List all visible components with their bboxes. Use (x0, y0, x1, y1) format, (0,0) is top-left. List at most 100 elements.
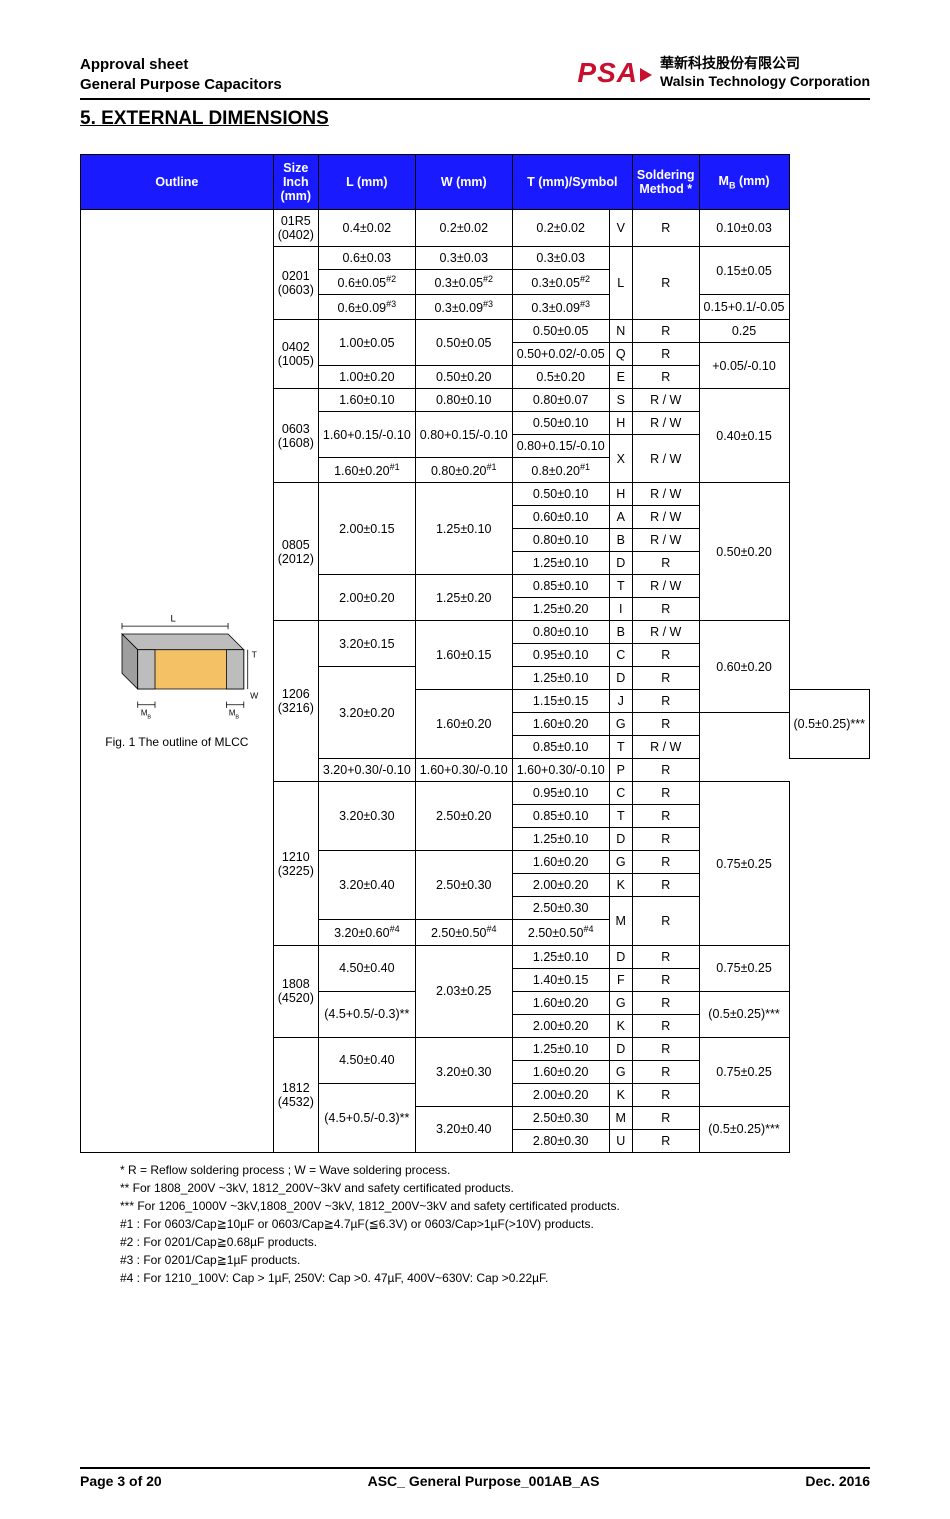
size-cell: 1812 (4532) (273, 1037, 318, 1152)
mb-cell: 0.40±0.15 (699, 389, 789, 483)
svg-text:MB: MB (141, 709, 152, 721)
l-cell: 0.6±0.09#3 (318, 295, 415, 320)
svg-text:L: L (170, 613, 175, 624)
sold-cell: R / W (632, 529, 699, 552)
sold-cell: R (632, 1106, 699, 1129)
t-cell: 0.5±0.20 (512, 366, 609, 389)
symbol-cell: T (609, 805, 632, 828)
l-cell: 0.6±0.03 (318, 247, 415, 270)
t-cell: 0.80+0.15/-0.10 (512, 435, 609, 458)
t-cell: 0.50+0.02/-0.05 (512, 343, 609, 366)
sold-cell: R (632, 320, 699, 343)
w-cell: 2.50±0.20 (415, 782, 512, 851)
table-head: Outline Size Inch (mm) L (mm) W (mm) T (… (81, 155, 870, 210)
t-cell: 0.80±0.07 (512, 389, 609, 412)
t-cell: 1.25±0.10 (512, 552, 609, 575)
t-cell: 1.60±0.20 (512, 991, 609, 1014)
w-cell: 2.50±0.30 (415, 851, 512, 920)
size-cell: 1206 (3216) (273, 621, 318, 782)
l-cell: 1.00±0.05 (318, 320, 415, 366)
corp-en: Walsin Technology Corporation (660, 73, 870, 91)
t-cell: 0.2±0.02 (512, 210, 609, 247)
symbol-cell: G (609, 851, 632, 874)
w-cell: 0.80±0.10 (415, 389, 512, 412)
t-cell: 2.50±0.30 (512, 897, 609, 920)
symbol-cell: P (609, 759, 632, 782)
size-cell: 0603 (1608) (273, 389, 318, 483)
sold-cell: R (632, 851, 699, 874)
w-cell: 3.20±0.30 (415, 1037, 512, 1106)
sold-cell: R (632, 782, 699, 805)
symbol-cell: Q (609, 343, 632, 366)
table-row: L T W MB MB Fig. 1 The outline of MLCC01… (81, 210, 870, 247)
l-cell: 0.4±0.02 (318, 210, 415, 247)
logo-arrow-icon (640, 68, 652, 82)
mb-cell: 0.75±0.25 (699, 945, 789, 991)
mb-cell: 0.15+0.1/-0.05 (699, 295, 789, 320)
sold-cell: R (632, 210, 699, 247)
svg-text:MB: MB (229, 709, 240, 721)
sold-cell: R (632, 644, 699, 667)
sold-cell: R (632, 598, 699, 621)
symbol-cell: H (609, 483, 632, 506)
mb-cell: 0.25 (699, 320, 789, 343)
sold-cell: R (632, 1014, 699, 1037)
footer-title: ASC_ General Purpose_001AB_AS (368, 1473, 600, 1489)
mb-cell: 0.60±0.20 (699, 621, 789, 713)
w-cell: 0.3±0.05#2 (415, 270, 512, 295)
t-cell: 2.00±0.20 (512, 1083, 609, 1106)
sold-cell: R (632, 247, 699, 320)
logo: PSA (577, 57, 652, 89)
symbol-cell: U (609, 1129, 632, 1152)
mb-cell: (0.5±0.25)*** (789, 690, 869, 759)
symbol-cell: D (609, 945, 632, 968)
symbol-cell: M (609, 897, 632, 945)
l-cell: 3.20±0.30 (318, 782, 415, 851)
mb-cell: 0.15±0.05 (699, 247, 789, 295)
t-cell: 2.80±0.30 (512, 1129, 609, 1152)
col-sold: Soldering Method * (632, 155, 699, 210)
mb-cell: +0.05/-0.10 (699, 343, 789, 389)
t-cell: 0.8±0.20#1 (512, 458, 609, 483)
sold-cell: R / W (632, 412, 699, 435)
l-cell: 3.20±0.15 (318, 621, 415, 667)
col-size: Size Inch (mm) (273, 155, 318, 210)
t-cell: 1.60±0.20 (512, 713, 609, 736)
sold-cell: R / W (632, 621, 699, 644)
l-cell: 4.50±0.40 (318, 1037, 415, 1083)
t-cell: 0.85±0.10 (512, 805, 609, 828)
t-cell: 0.50±0.05 (512, 320, 609, 343)
t-cell: 0.95±0.10 (512, 644, 609, 667)
t-cell: 1.25±0.20 (512, 598, 609, 621)
header: Approval sheet General Purpose Capacitor… (80, 55, 870, 100)
t-cell: 0.85±0.10 (512, 736, 609, 759)
symbol-cell: T (609, 575, 632, 598)
mb-cell: (0.5±0.25)*** (699, 1106, 789, 1152)
t-cell: 2.00±0.20 (512, 1014, 609, 1037)
w-cell: 3.20±0.40 (415, 1106, 512, 1152)
table-body: L T W MB MB Fig. 1 The outline of MLCC01… (81, 210, 870, 1153)
svg-text:W: W (250, 691, 259, 701)
t-cell: 1.60±0.20 (512, 1060, 609, 1083)
symbol-cell: B (609, 529, 632, 552)
sold-cell: R / W (632, 389, 699, 412)
note-line: * R = Reflow soldering process ; W = Wav… (120, 1161, 870, 1179)
sold-cell: R (632, 1083, 699, 1106)
l-cell: 3.20+0.30/-0.10 (318, 759, 415, 782)
l-cell: 2.00±0.20 (318, 575, 415, 621)
t-cell: 0.50±0.10 (512, 483, 609, 506)
sold-cell: R (632, 713, 699, 736)
symbol-cell: N (609, 320, 632, 343)
t-cell: 2.50±0.50#4 (512, 920, 609, 945)
l-cell: 1.60±0.20#1 (318, 458, 415, 483)
notes: * R = Reflow soldering process ; W = Wav… (120, 1161, 870, 1287)
t-cell: 0.60±0.10 (512, 506, 609, 529)
sold-cell: R (632, 667, 699, 690)
t-cell: 1.60±0.20 (512, 851, 609, 874)
l-cell: 0.6±0.05#2 (318, 270, 415, 295)
w-cell: 2.50±0.50#4 (415, 920, 512, 945)
w-cell: 0.3±0.03 (415, 247, 512, 270)
symbol-cell: D (609, 1037, 632, 1060)
symbol-cell: D (609, 667, 632, 690)
mb-cell: 0.10±0.03 (699, 210, 789, 247)
